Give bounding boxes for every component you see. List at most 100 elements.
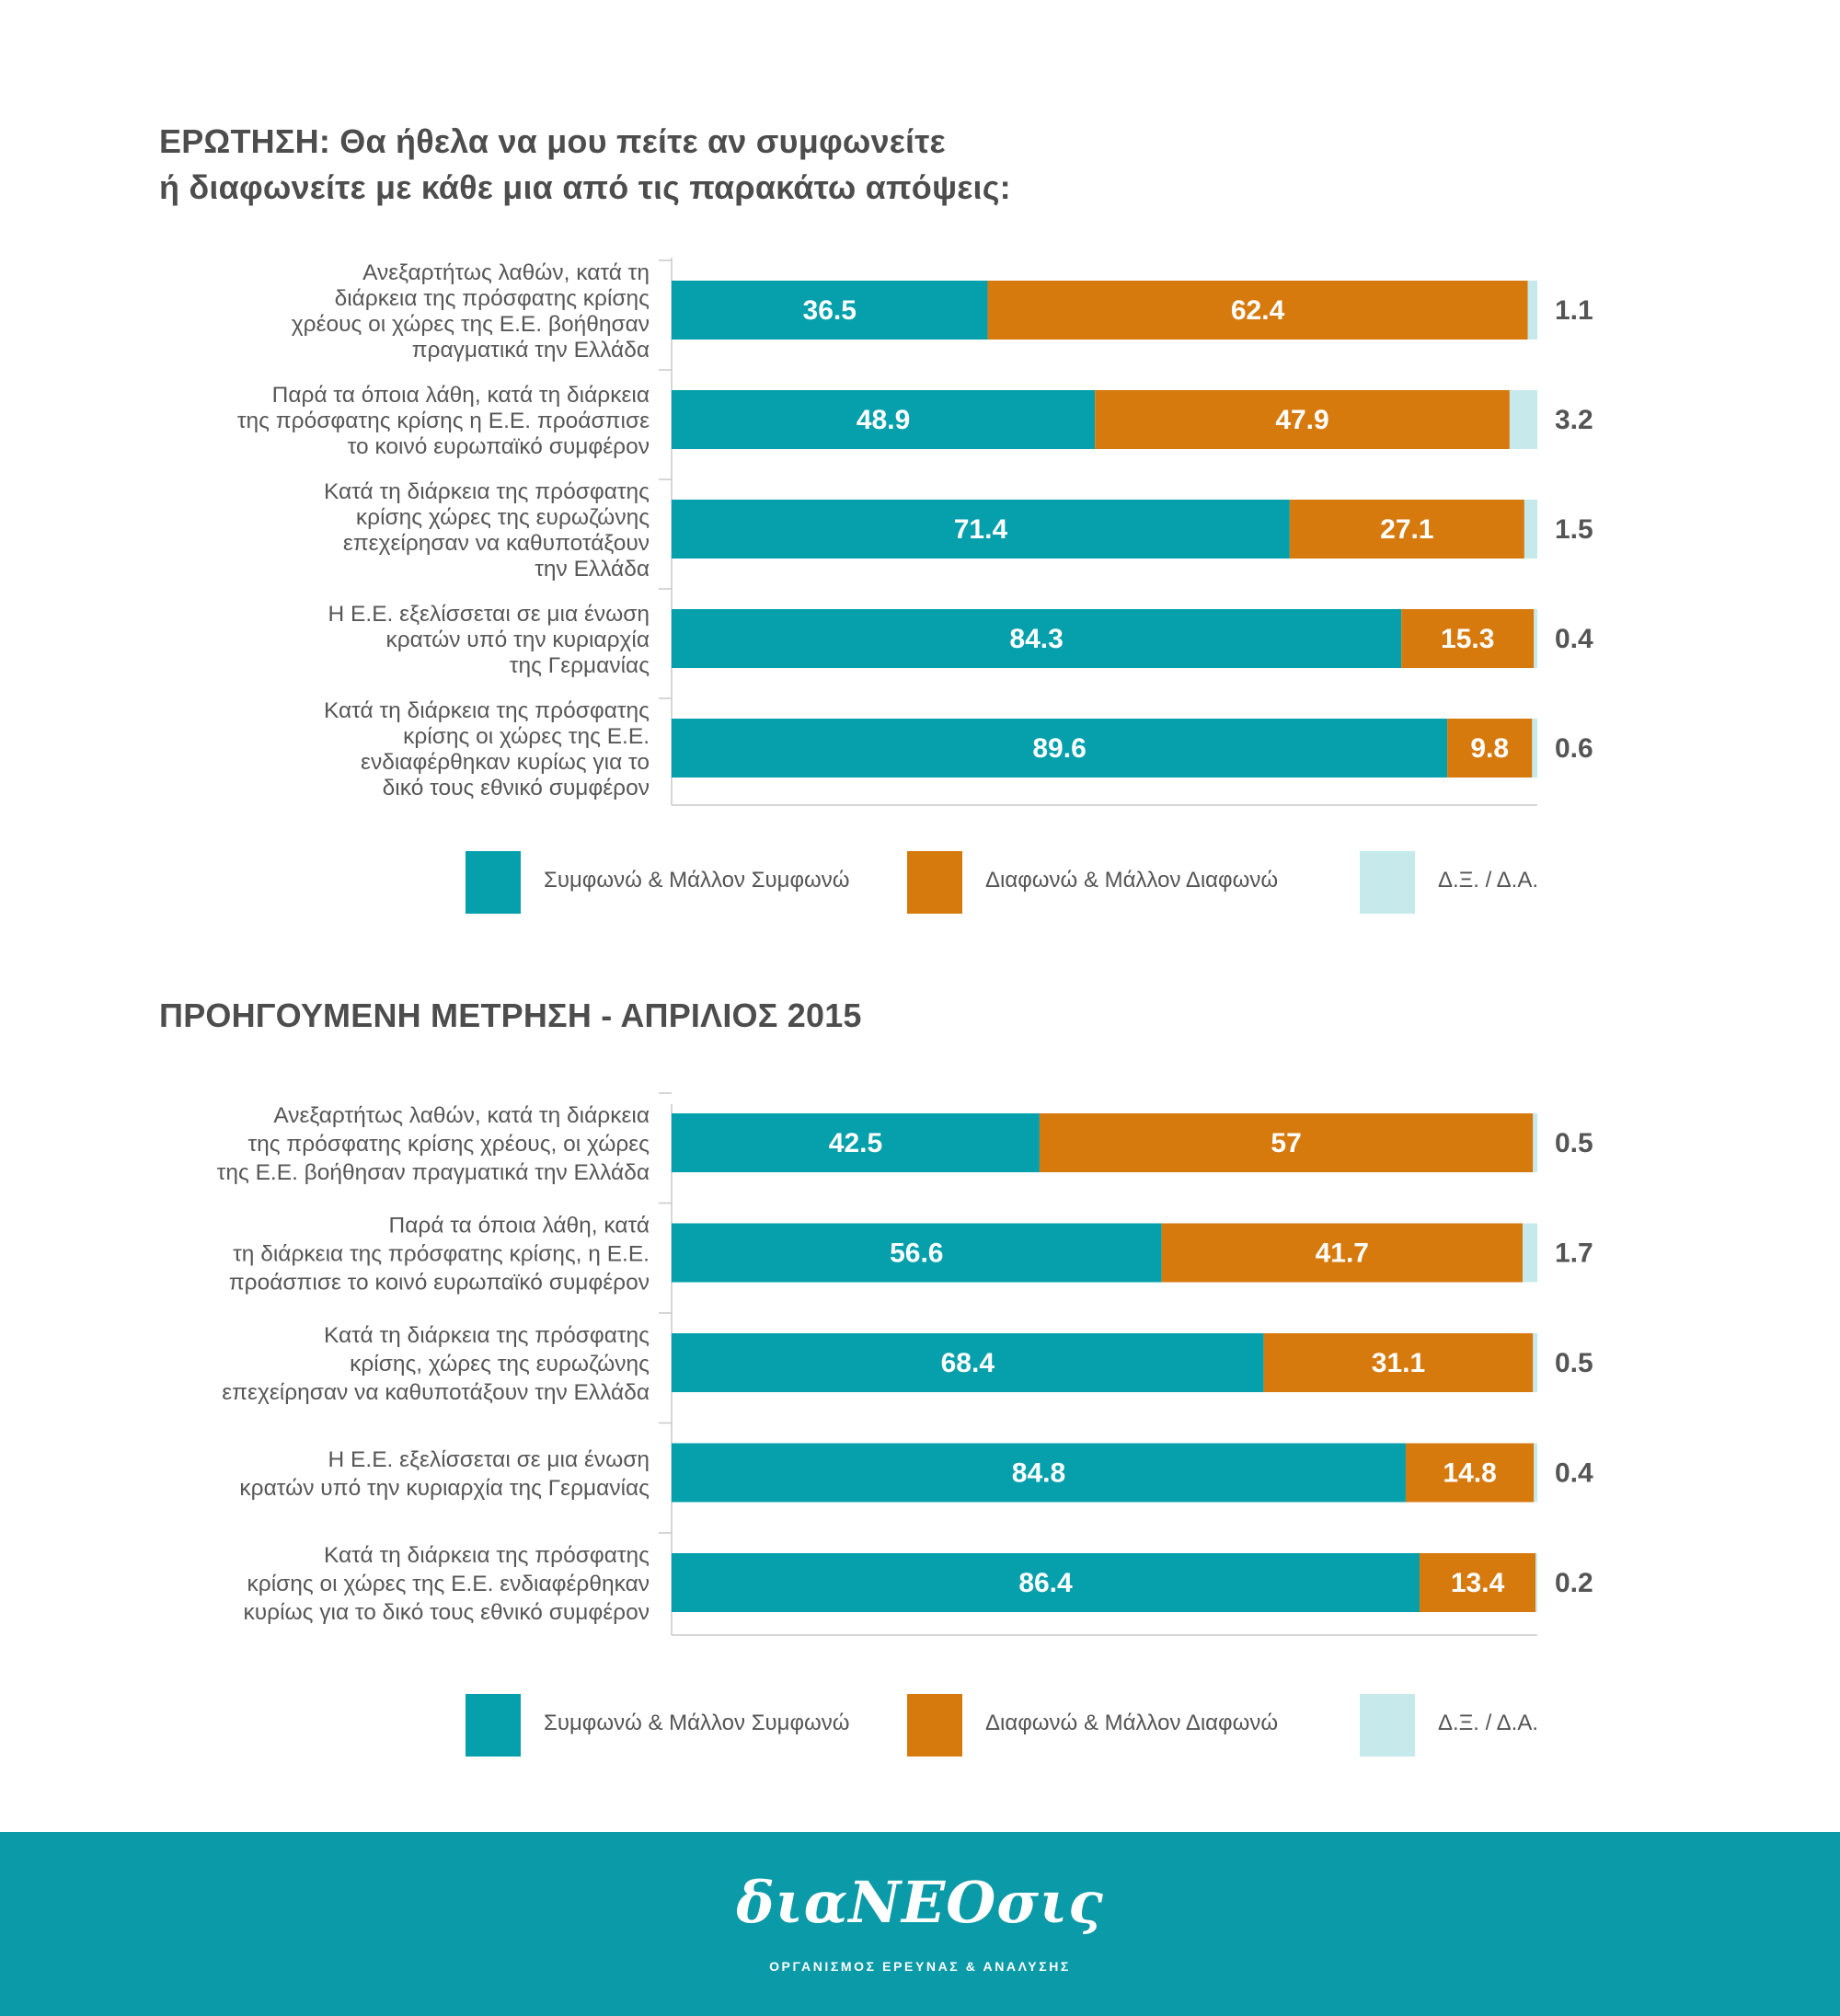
data-label: 42.5 xyxy=(829,1128,882,1158)
category-label-line: Κατά τη διάρκεια της πρόσφατης xyxy=(324,1543,650,1568)
category-label-line: πραγματικά την Ελλάδα xyxy=(412,338,650,363)
category-label-line: κρατών υπό την κυριαρχία της Γερμανίας xyxy=(239,1476,650,1501)
category-label-line: Ανεξαρτήτως λαθών, κατά τη xyxy=(362,260,650,285)
bar-disagree xyxy=(1161,1223,1524,1283)
category-label-line: Κατά τη διάρκεια της πρόσφατης xyxy=(324,1323,650,1348)
category-label-line: κυρίως για το δικό τους εθνικό συμφέρον xyxy=(243,1600,650,1625)
category-label: Η Ε.Ε. εξελίσσεται σε μια ένωση κρατών υπ… xyxy=(239,1447,650,1501)
bar-dk xyxy=(1533,1333,1537,1392)
data-label: 57 xyxy=(1271,1128,1301,1158)
bar-disagree xyxy=(1095,390,1510,449)
data-label: 56.6 xyxy=(890,1238,943,1269)
section-title: ΕΡΩΤΗΣΗ: Θα ήθελα να μου πείτε αν συμφων… xyxy=(159,119,1011,211)
bar-dk xyxy=(1527,281,1537,340)
legend-label: Συμφωνώ & Μάλλον Συμφωνώ xyxy=(544,1711,850,1735)
category-label-line: επεχείρησαν να καθυποτάξουν xyxy=(343,531,650,556)
bar-agree xyxy=(672,719,1448,778)
legend-label: Δ.Ξ. / Δ.Α. xyxy=(1438,1711,1539,1735)
data-label: 71.4 xyxy=(954,514,1008,545)
data-label: 41.7 xyxy=(1316,1238,1369,1269)
legend-label: Διαφωνώ & Μάλλον Διαφωνώ xyxy=(985,1711,1279,1735)
category-label-line: Ανεξαρτήτως λαθών, κατά τη διάρκεια xyxy=(273,1103,650,1128)
category-label: Ανεξαρτήτως λαθών, κατά τη διάρκεια της π… xyxy=(217,1103,650,1185)
category-label-line: Παρά τα όποια λάθη, κατά xyxy=(389,1214,650,1238)
data-label: 68.4 xyxy=(941,1348,995,1378)
brand-logo: διαΝΕΟσις xyxy=(736,1869,1104,1936)
bar-disagree xyxy=(1405,1443,1535,1503)
data-label: 62.4 xyxy=(1231,295,1285,326)
category-label: Κατά τη διάρκεια της πρόσφατης κρίσης οι … xyxy=(324,698,650,801)
legend-swatch-agree xyxy=(466,1694,521,1757)
data-label-dk: 1.5 xyxy=(1555,514,1593,545)
data-label: 89.6 xyxy=(1032,733,1086,764)
category-label-line: Η Ε.Ε. εξελίσσεται σε μια ένωση xyxy=(328,1447,650,1472)
data-label: 47.9 xyxy=(1275,405,1328,435)
data-label-dk: 0.5 xyxy=(1555,1348,1593,1378)
legend-label: Συμφωνώ & Μάλλον Συμφωνώ xyxy=(544,868,850,893)
category-label-line: Κατά τη διάρκεια της πρόσφατης xyxy=(324,479,650,504)
bar-agree xyxy=(672,390,1096,449)
data-label-dk: 0.5 xyxy=(1555,1128,1593,1158)
data-label-dk: 0.4 xyxy=(1555,1458,1593,1489)
category-label-line: κρίσης οι χώρες της Ε.Ε. xyxy=(403,724,650,749)
legend-swatch-dk xyxy=(1360,851,1415,914)
data-label-dk: 0.6 xyxy=(1555,733,1593,764)
bar-dk xyxy=(1509,390,1537,449)
bar-dk xyxy=(1532,719,1537,778)
stacked-bar-chart-current: 36.5 62.4 1.1 Ανεξαρτήτως λαθών, κατά τη διά… xyxy=(237,258,1593,806)
data-label: 9.8 xyxy=(1470,733,1509,764)
category-label-line: κρατών υπό την κυριαρχία xyxy=(385,628,650,652)
category-label-line: ενδιαφέρθηκαν κυρίως για το xyxy=(361,750,650,775)
title-line: ΕΡΩΤΗΣΗ: Θα ήθελα να μου πείτε αν συμφων… xyxy=(159,122,946,160)
category-label-line: της πρόσφατης κρίσης χρέους, οι χώρες xyxy=(247,1132,650,1157)
category-label-line: Παρά τα όποια λάθη, κατά τη διάρκεια xyxy=(272,383,650,408)
category-label: Κατά τη διάρκεια της πρόσφατης κρίσης οι … xyxy=(243,1543,650,1625)
category-label: Η Ε.Ε. εξελίσσεται σε μια ένωση κρατών υπ… xyxy=(328,602,650,678)
section-title: ΠΡΟΗΓΟΥΜΕΝΗ ΜΕΤΡΗΣΗ - ΑΠΡΙΛΙΟΣ 2015 xyxy=(159,993,862,1039)
category-label-line: χρέους οι χώρες της Ε.Ε. βοήθησαν xyxy=(292,312,650,337)
bar-dk xyxy=(1533,1113,1537,1172)
category-label-line: προάσπισε το κοινό ευρωπαϊκό συμφέρον xyxy=(229,1271,650,1296)
bar-disagree xyxy=(1289,500,1524,559)
category-label: Παρά τα όποια λάθη, κατά τη διάρκεια της … xyxy=(229,1214,650,1296)
category-label-line: της Ε.Ε. βοήθησαν πραγματικά την Ελλάδα xyxy=(217,1160,650,1185)
bar-disagree xyxy=(1263,1333,1534,1392)
category-label-line: τη διάρκεια της πρόσφατης κρίσης, η Ε.Ε. xyxy=(233,1242,650,1267)
bar-agree xyxy=(672,500,1290,559)
bar-agree xyxy=(672,1553,1420,1612)
bar-dk xyxy=(1534,1443,1537,1503)
category-label-line: δικό τους εθνικό συμφέρον xyxy=(383,776,650,801)
chart-legend: Συμφωνώ & Μάλλον Συμφωνώ Διαφωνώ & Μάλλο… xyxy=(0,1694,1840,1758)
legend-label: Διαφωνώ & Μάλλον Διαφωνώ xyxy=(985,868,1279,893)
category-label-line: κρίσης, χώρες της ευρωζώνης xyxy=(350,1352,650,1377)
category-label-line: το κοινό ευρωπαϊκό συμφέρον xyxy=(348,434,650,459)
category-label: Ανεξαρτήτως λαθών, κατά τη διάρκεια της π… xyxy=(292,260,650,363)
category-label: Κατά τη διάρκεια της πρόσφατης κρίσης χώρ… xyxy=(324,479,650,582)
bar-agree xyxy=(672,1443,1406,1503)
data-label-dk: 3.2 xyxy=(1555,405,1593,435)
bar-dk xyxy=(1534,609,1537,668)
data-label: 48.9 xyxy=(857,405,910,435)
data-label: 27.1 xyxy=(1380,514,1433,545)
category-label-line: της πρόσφατης κρίσης η Ε.Ε. προάσπισε xyxy=(237,409,650,433)
legend-swatch-agree xyxy=(466,851,521,914)
data-label-dk: 1.1 xyxy=(1555,295,1593,326)
category-label-line: την Ελλάδα xyxy=(535,557,650,582)
data-label-dk: 0.2 xyxy=(1555,1568,1593,1598)
title-line: ή διαφωνείτε με κάθε μια από τις παρακάτ… xyxy=(159,168,1011,206)
category-label-line: επεχείρησαν να καθυποτάξουν την Ελλάδα xyxy=(222,1380,650,1405)
bar-agree xyxy=(672,1113,1040,1172)
category-label-line: κρίσης οι χώρες της Ε.Ε. ενδιαφέρθηκαν xyxy=(247,1572,650,1596)
data-label: 86.4 xyxy=(1018,1568,1073,1598)
data-label: 31.1 xyxy=(1372,1348,1425,1378)
bar-agree xyxy=(672,281,988,340)
legend-swatch-disagree xyxy=(907,1694,962,1757)
bar-dk xyxy=(1524,500,1537,559)
bar-disagree xyxy=(1039,1113,1534,1172)
category-label: Κατά τη διάρκεια της πρόσφατης κρίσης, χώ… xyxy=(222,1323,650,1405)
data-label: 13.4 xyxy=(1451,1568,1505,1598)
bar-disagree xyxy=(1447,719,1533,778)
legend-swatch-disagree xyxy=(907,851,962,914)
category-label-line: Η Ε.Ε. εξελίσσεται σε μια ένωση xyxy=(328,602,650,627)
bar-dk xyxy=(1535,1553,1537,1612)
